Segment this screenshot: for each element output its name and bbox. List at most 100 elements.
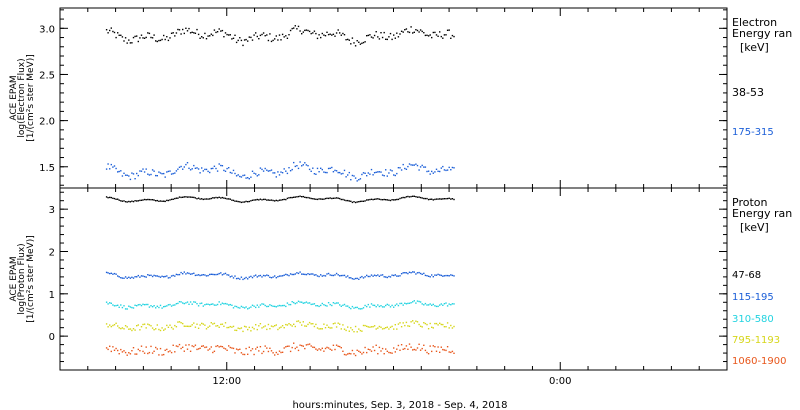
data-point (266, 169, 268, 171)
data-point (199, 274, 201, 277)
data-point (427, 170, 430, 172)
data-point (426, 323, 428, 326)
data-point (197, 305, 200, 307)
data-point (369, 326, 371, 328)
data-point (416, 196, 419, 198)
data-point (386, 199, 388, 201)
data-point (158, 354, 160, 356)
data-point (255, 306, 257, 309)
data-point (327, 302, 330, 304)
data-point (145, 276, 147, 278)
data-point (377, 171, 379, 173)
data-point (445, 326, 447, 328)
data-point (351, 174, 354, 177)
data-point (242, 278, 244, 281)
data-point (143, 198, 146, 201)
data-point (419, 272, 422, 275)
data-point (327, 33, 330, 36)
data-point (418, 343, 420, 345)
data-point (232, 325, 235, 328)
data-point (320, 328, 322, 330)
data-point (413, 31, 415, 33)
data-point (274, 325, 276, 327)
data-point (381, 36, 384, 39)
data-point (213, 350, 216, 352)
data-point (318, 171, 320, 173)
data-point (326, 324, 328, 326)
data-point (134, 276, 136, 278)
data-point (429, 345, 431, 347)
data-point (280, 326, 282, 328)
data-point (197, 274, 200, 276)
data-point (175, 170, 178, 172)
data-point (121, 175, 124, 177)
data-point (412, 164, 414, 166)
data-point (164, 200, 166, 203)
data-point (202, 170, 204, 172)
data-point (183, 166, 185, 168)
data-point (156, 199, 158, 202)
data-point (450, 324, 452, 327)
data-point (362, 200, 365, 202)
data-point (186, 301, 189, 303)
data-point (229, 171, 231, 174)
data-point (204, 32, 206, 35)
data-point (163, 34, 165, 37)
data-point (161, 354, 163, 356)
data-point (272, 199, 274, 202)
data-point (105, 301, 108, 303)
x-axis: 12:00 0:00 (212, 376, 571, 387)
data-point (220, 164, 222, 167)
data-point (250, 306, 252, 308)
data-point (431, 326, 433, 328)
data-point (189, 301, 192, 303)
data-point (245, 276, 247, 279)
data-point (400, 326, 403, 328)
data-point (201, 167, 203, 169)
data-point (397, 198, 400, 201)
data-point (137, 174, 139, 177)
data-point (110, 163, 112, 166)
data-point (426, 170, 428, 173)
data-point (155, 307, 157, 309)
data-point (407, 302, 409, 305)
data-point (281, 325, 284, 327)
data-point (150, 274, 152, 276)
data-point (199, 37, 201, 39)
data-point (421, 326, 423, 328)
data-point (123, 305, 125, 307)
legend-entry: 310-580 (732, 314, 774, 325)
data-point (258, 199, 260, 201)
data-point (145, 327, 147, 329)
data-point (207, 198, 209, 200)
data-point (120, 304, 122, 306)
data-point (253, 275, 255, 277)
data-point (443, 34, 446, 36)
data-point (210, 303, 212, 305)
data-point (229, 303, 231, 306)
data-point (121, 277, 124, 279)
data-point (310, 273, 312, 275)
data-point (405, 345, 408, 347)
data-point (327, 347, 330, 349)
data-point (139, 329, 141, 331)
data-point (400, 344, 403, 346)
data-point (327, 167, 330, 170)
data-point (339, 197, 341, 200)
data-point (250, 275, 252, 278)
data-point (112, 166, 114, 168)
data-point (312, 273, 314, 275)
data-point (259, 304, 262, 306)
data-point (323, 171, 325, 173)
data-point (364, 172, 366, 174)
data-point (272, 39, 274, 42)
data-point (250, 330, 252, 332)
data-point (174, 172, 176, 174)
data-point (348, 352, 350, 355)
data-point (218, 301, 220, 303)
data-point (174, 197, 176, 200)
data-point (337, 302, 339, 304)
data-point (302, 345, 304, 347)
data-point (235, 41, 238, 44)
